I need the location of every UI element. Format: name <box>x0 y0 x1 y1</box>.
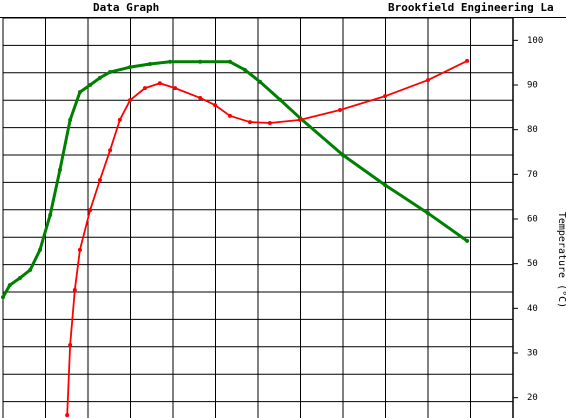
grid: 20 30 40 50 60 70 80 90 100 <box>2 17 543 418</box>
data-point <box>77 90 82 95</box>
data-point <box>108 148 113 153</box>
data-point <box>68 342 73 347</box>
data-point <box>173 86 178 91</box>
data-point <box>227 113 232 118</box>
data-point <box>1 295 5 300</box>
data-point <box>57 167 62 172</box>
data-point <box>227 59 232 64</box>
data-point <box>298 117 303 122</box>
series-line <box>66 60 468 416</box>
data-point <box>65 413 70 418</box>
data-point <box>242 67 247 72</box>
data-point <box>37 247 42 252</box>
data-point <box>117 117 122 122</box>
data-point <box>198 95 203 100</box>
data-point <box>213 103 218 108</box>
data-point <box>383 94 388 99</box>
data-point <box>267 120 272 125</box>
y2-tick-label: 20 <box>527 393 538 403</box>
data-point <box>28 267 33 272</box>
y2-axis-label: Temperature (°C) <box>556 212 566 308</box>
data-point <box>157 81 162 86</box>
data-point <box>278 97 283 102</box>
y2-tick-label: 100 <box>527 36 543 46</box>
data-point <box>383 183 388 188</box>
y2-tick-label: 80 <box>527 125 538 135</box>
data-point <box>142 86 147 91</box>
data-point <box>97 178 102 183</box>
plot <box>1 58 470 418</box>
y2-tick-label: 60 <box>527 215 538 225</box>
chart-subtitle: Brookfield Engineering La <box>388 1 554 14</box>
data-point <box>88 83 93 87</box>
data-point <box>426 78 430 83</box>
data-point <box>128 65 133 70</box>
data-point <box>7 283 12 288</box>
data-point <box>97 75 102 80</box>
data-point <box>18 275 22 280</box>
data-point <box>88 208 93 213</box>
data-point <box>258 79 263 84</box>
data-point <box>338 108 343 113</box>
data-point <box>148 62 153 67</box>
data-point <box>465 58 470 63</box>
data-point <box>426 211 430 216</box>
y2-tick-label: 30 <box>527 349 538 359</box>
y2-tick-label: 90 <box>527 81 538 91</box>
data-point <box>128 98 133 103</box>
y2-tick-label: 70 <box>527 170 538 180</box>
chart-title: Data Graph <box>93 1 159 14</box>
data-point <box>72 288 77 293</box>
data-point <box>198 59 203 64</box>
data-point <box>465 238 470 243</box>
data-point <box>68 117 73 122</box>
data-point <box>168 59 173 64</box>
data-point <box>247 120 252 125</box>
data-point <box>48 212 53 217</box>
data-point <box>77 247 82 252</box>
y2-tick-label: 40 <box>527 304 538 314</box>
data-point <box>108 70 113 75</box>
y2-tick-label: 50 <box>527 259 538 269</box>
data-point <box>341 153 345 158</box>
